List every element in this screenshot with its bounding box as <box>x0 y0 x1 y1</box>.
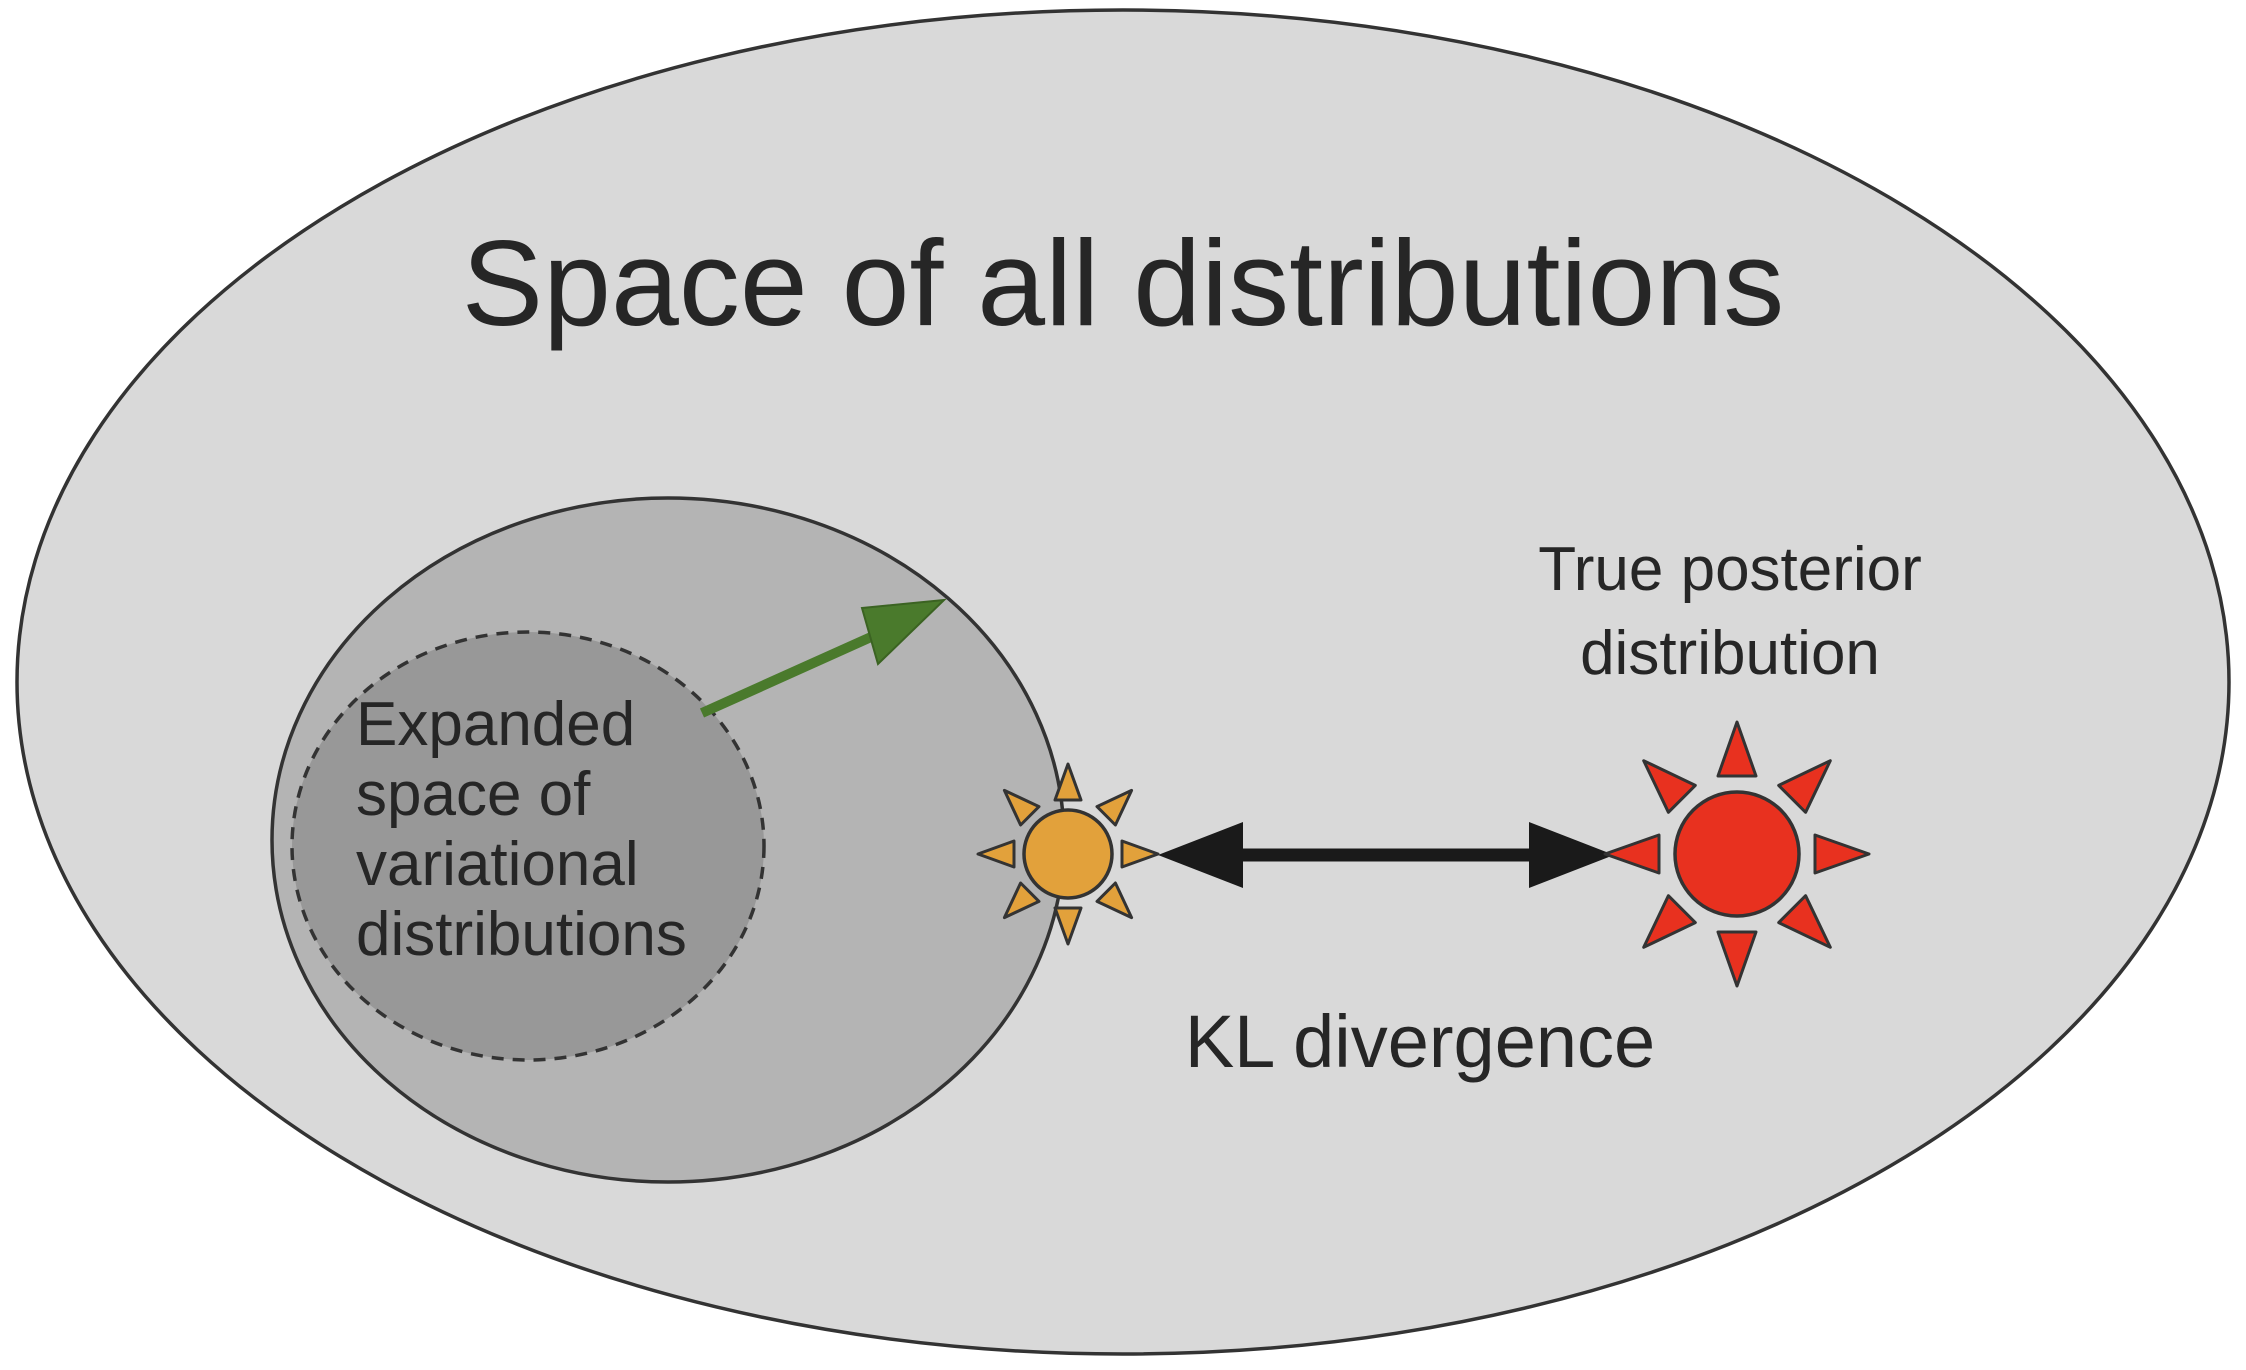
sun-ray <box>1002 881 1041 920</box>
sun-ray <box>1716 930 1758 988</box>
expanded-space-line: variational <box>356 830 639 899</box>
sun-ray <box>1053 906 1083 946</box>
sun-ray <box>1002 788 1041 827</box>
sun-ray <box>1777 894 1832 949</box>
sun-ray <box>1642 894 1697 949</box>
sun-ray <box>1777 759 1832 814</box>
sun-body <box>1673 790 1801 918</box>
sun-ray <box>1603 833 1661 875</box>
sun-ray <box>1095 881 1134 920</box>
sun-ray <box>1120 839 1160 869</box>
sun-ray <box>1053 762 1083 802</box>
diagram-title: Space of all distributions <box>461 215 1785 351</box>
sun-body <box>1022 808 1114 900</box>
kl-divergence-label: KL divergence <box>1184 1000 1656 1083</box>
expanded-space-line: space of <box>356 760 591 829</box>
true-posterior-line: True posterior <box>1538 535 1922 604</box>
expanded-space-line: distributions <box>356 900 687 969</box>
kl-divergence-arrow <box>1158 822 1614 888</box>
true-posterior-line: distribution <box>1580 619 1880 688</box>
true-posterior-label: True posterior distribution <box>1500 528 1960 696</box>
original-variational-space-ellipse <box>290 630 766 1062</box>
sun-ray <box>1642 759 1697 814</box>
sun-ray <box>976 839 1016 869</box>
expanded-space-label: Expanded space of variational distributi… <box>356 690 687 970</box>
approximation-sun-icon <box>976 762 1160 946</box>
true-posterior-sun-icon <box>1603 720 1871 988</box>
expansion-arrow <box>699 598 947 718</box>
sun-ray <box>1095 788 1134 827</box>
sun-ray <box>1716 720 1758 778</box>
sun-ray <box>1813 833 1871 875</box>
expanded-space-line: Expanded <box>356 690 636 759</box>
